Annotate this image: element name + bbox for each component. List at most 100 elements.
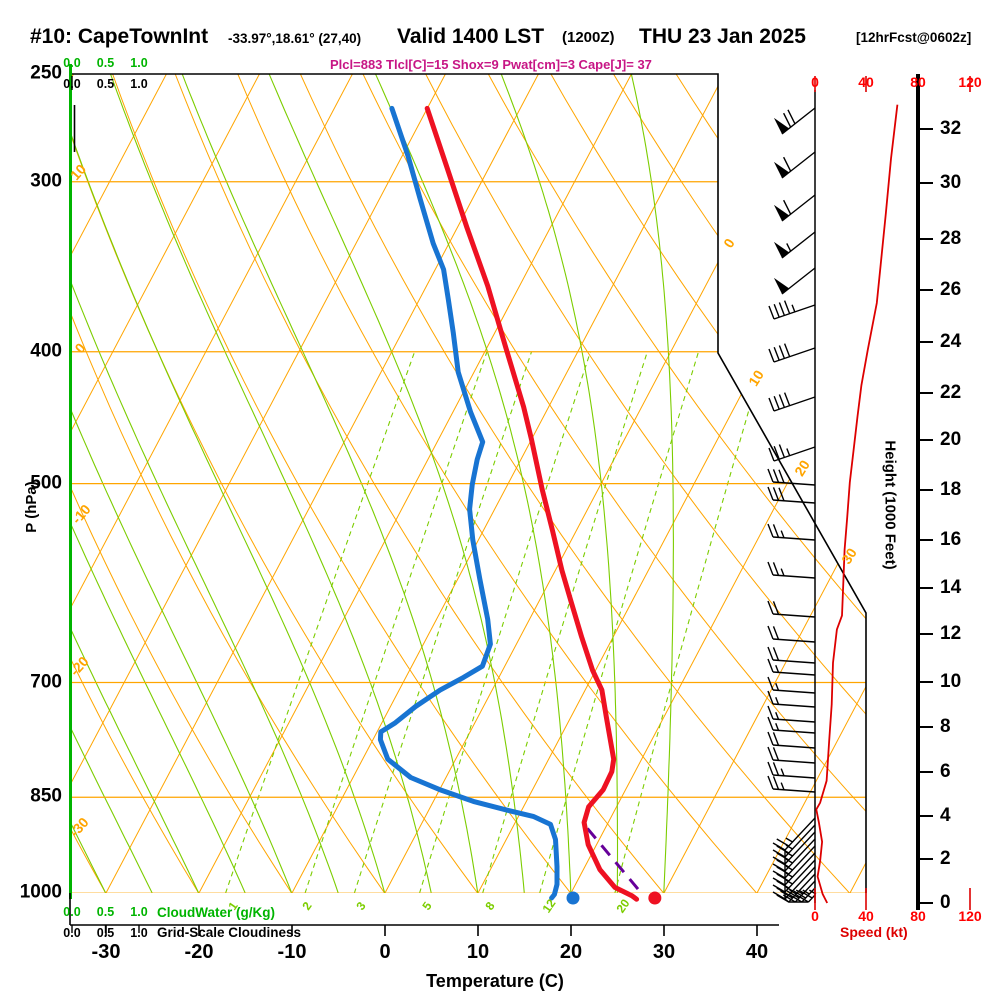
wind-barb-half-feather xyxy=(775,722,780,731)
wind-barb-feather xyxy=(768,447,775,462)
wind-barb-staff xyxy=(772,788,816,793)
wind-barb-staff xyxy=(781,267,816,295)
wind-barb-half-feather xyxy=(785,844,793,850)
wind-barb-feather xyxy=(772,747,780,761)
wind-barb-staff xyxy=(772,536,816,541)
wind-barb-feather xyxy=(783,199,792,215)
wind-barb-feather xyxy=(786,890,800,899)
wind-barb-half-feather xyxy=(785,872,793,878)
wind-barb-feather xyxy=(772,487,780,501)
wind-barb-pennant xyxy=(773,277,790,294)
speed-scale-top-label: 0 xyxy=(811,74,819,90)
dry-adiabat-line xyxy=(70,74,293,893)
speed-scale-bottom-label: 40 xyxy=(858,908,874,924)
pressure-tick-label: 1000 xyxy=(19,881,62,903)
height-tick-label: 18 xyxy=(940,479,962,501)
wind-barb-feather xyxy=(778,302,786,316)
wind-barb-staff xyxy=(772,481,816,486)
isotherm-line xyxy=(70,74,260,893)
cloudiness-scale-bottom-value: 1.0 xyxy=(130,926,148,940)
wind-barb-pennant xyxy=(773,161,790,178)
height-tick-label: 16 xyxy=(940,529,962,551)
wind-barb-pennant xyxy=(773,241,790,258)
speed-scale-top-label: 120 xyxy=(958,74,982,90)
station-title: #10: CapeTownInt xyxy=(30,25,209,48)
wind-barb-half-feather xyxy=(785,837,793,843)
wind-barb-staff xyxy=(781,107,816,135)
cloudiness-scale-bottom-value: 0.0 xyxy=(63,926,81,940)
wind-barb-staff xyxy=(772,671,816,676)
wind-barb-feather xyxy=(793,890,806,899)
height-tick-label: 2 xyxy=(940,848,951,870)
moist-adiabat-line xyxy=(70,74,200,893)
wind-barb-staff xyxy=(772,718,816,723)
wind-barb-staff xyxy=(772,613,816,618)
cloudwater-scale-top-value: 1.0 xyxy=(130,56,148,70)
wind-barb-staff xyxy=(772,759,816,764)
wind-barb-half-feather xyxy=(785,879,793,885)
wind-barb-feather xyxy=(768,397,775,412)
temperature-curve xyxy=(424,105,640,902)
pressure-tick-label: 700 xyxy=(30,671,62,693)
height-tick-label: 30 xyxy=(940,172,962,194)
wind-barb-feather xyxy=(767,705,774,720)
wind-barb-half-feather xyxy=(795,889,804,895)
temperature-tick-label: -30 xyxy=(91,941,121,963)
speed-scale-top-label: 80 xyxy=(910,74,926,90)
moist-adiabat-line xyxy=(497,74,619,893)
speed-axis-title: Speed (kt) xyxy=(840,924,908,940)
mixing-ratio-line xyxy=(614,351,767,893)
height-tick-label: 28 xyxy=(940,228,962,250)
cloudiness-scale-top-value: 0.5 xyxy=(96,77,115,91)
pressure-tick-label: 300 xyxy=(30,170,62,192)
height-tick-label: 20 xyxy=(940,429,962,451)
wind-barb-staff xyxy=(784,852,816,886)
wind-barb-pennant xyxy=(773,204,790,221)
wind-barb-feather xyxy=(773,303,780,318)
wind-barb-feather xyxy=(772,524,780,538)
height-tick-label: 6 xyxy=(940,761,951,783)
wind-barb-half-feather xyxy=(775,682,780,691)
wind-barb-feather xyxy=(778,345,786,359)
moist-adiabat-line xyxy=(371,74,572,893)
cloudiness-scale-top-value: 0.0 xyxy=(63,77,81,91)
valid-date: THU 23 Jan 2025 xyxy=(639,25,806,48)
forecast-cycle: [12hrFcst@0602z] xyxy=(856,30,972,45)
wind-barb-staff xyxy=(781,151,816,179)
mixing-ratio-line xyxy=(482,351,648,893)
moist-adiabat-line xyxy=(178,74,479,893)
wind-barb-half-feather xyxy=(780,768,785,777)
wind-barb-feather xyxy=(768,348,775,363)
wind-barb-feather xyxy=(799,890,813,899)
wind-barb-staff xyxy=(772,703,816,708)
wind-barb-staff xyxy=(772,574,816,579)
wind-barb-column xyxy=(767,90,817,903)
temperature-tick-label: 0 xyxy=(379,941,391,963)
wind-barb-half-feather xyxy=(785,851,793,857)
wind-barb-feather xyxy=(772,601,780,615)
mixing-ratio-line xyxy=(304,351,488,893)
height-tick-label: 22 xyxy=(940,382,962,404)
valid-zulu-time: (1200Z) xyxy=(562,29,615,46)
height-tick-label: 0 xyxy=(940,892,951,914)
wind-barb-half-feather xyxy=(775,664,780,673)
isotherm-line xyxy=(849,74,866,893)
wind-barb-feather xyxy=(767,761,774,776)
height-tick-label: 4 xyxy=(940,805,951,827)
moist-adiabat-line xyxy=(70,74,339,893)
wind-barb-staff xyxy=(772,638,816,643)
wind-barb-feather xyxy=(767,561,774,576)
wind-barb-feather xyxy=(783,156,792,172)
cloudwater-scale-top-value: 0.0 xyxy=(63,56,81,70)
wind-barb-feather xyxy=(767,625,774,640)
wind-barb-half-feather xyxy=(775,696,780,705)
cloudwater-scale-bottom-value: 0.0 xyxy=(63,905,81,919)
wind-barb-half-feather xyxy=(780,782,785,791)
wind-barb-staff xyxy=(784,817,816,851)
speed-scale-bottom-label: 0 xyxy=(811,908,819,924)
wind-barb-feather xyxy=(780,890,793,899)
plot-border xyxy=(70,73,867,893)
mixing-ratio-line xyxy=(224,351,416,893)
wind-barb-feather xyxy=(767,690,774,705)
